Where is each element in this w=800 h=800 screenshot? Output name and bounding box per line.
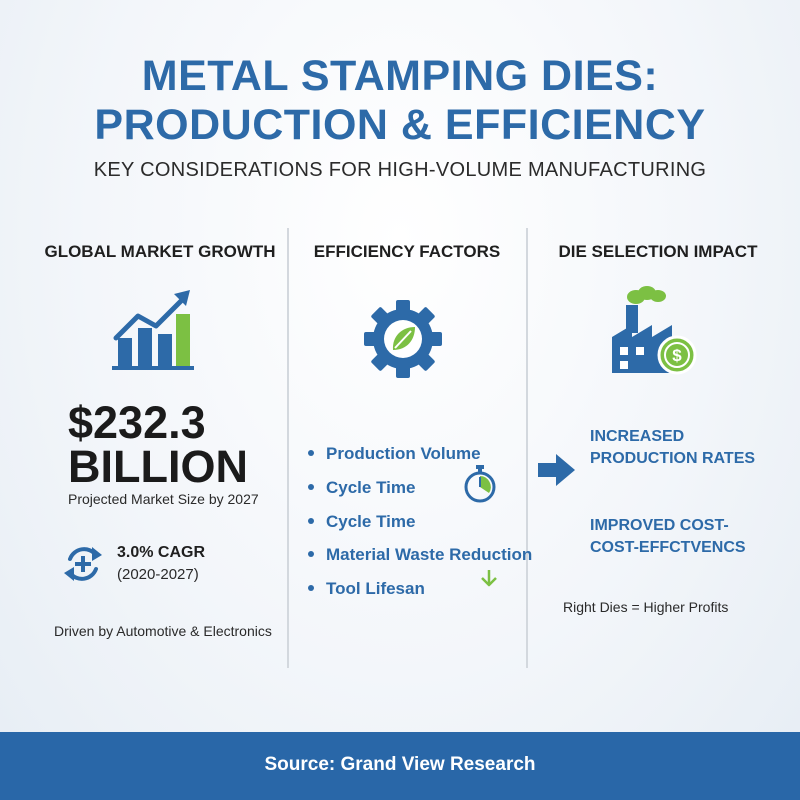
benefit-line: IMPROVED COST- — [590, 517, 729, 534]
benefit-line: INCREASED — [590, 428, 685, 445]
title-line-1: METAL STAMPING DIES: — [141, 52, 659, 100]
page-title: METAL STAMPING DIES: PRODUCTION & EFFICI… — [0, 52, 800, 150]
column-divider-right — [526, 228, 528, 668]
gear-leaf-icon — [364, 300, 442, 378]
factor-label: Production Volume — [326, 444, 481, 463]
bullet — [308, 483, 314, 490]
source-citation: Source: Grand View Research — [264, 754, 536, 775]
factor-item-1: Production Volume — [308, 444, 481, 464]
efficiency-heading: EFFICIENCY FACTORS — [313, 242, 501, 261]
factor-item-4: Material Waste Reduction — [308, 545, 532, 565]
factor-label: Cycle Time — [326, 512, 416, 531]
impact-heading: DIE SELECTION IMPACT — [558, 242, 758, 261]
right-arrow-icon — [538, 454, 575, 486]
bullet — [308, 550, 314, 557]
column-divider-left — [287, 228, 289, 668]
cagr-period: (2020-2027) — [117, 566, 199, 583]
factor-item-5: Tool Lifesan — [308, 579, 425, 599]
benefit-line: COST-EFFCTVENCS — [590, 539, 746, 556]
benefit-production-rates: INCREASED PRODUCTION RATES — [590, 426, 755, 470]
market-driver: Driven by Automotive & Electronics — [54, 623, 272, 639]
factor-label: Cycle Time — [326, 478, 416, 497]
impact-tagline: Right Dies = Higher Profits — [563, 599, 729, 615]
factor-item-3: Cycle Time — [308, 512, 415, 532]
factor-label: Tool Lifesan — [326, 579, 425, 598]
factor-label: Material Waste Reduction — [326, 545, 533, 564]
bullet — [308, 584, 314, 591]
page-subtitle: KEY CONSIDERATIONS FOR HIGH-VOLUME MANUF… — [93, 159, 707, 181]
stopwatch-icon — [464, 465, 496, 503]
svg-text:$: $ — [672, 346, 682, 365]
benefit-cost-effectiveness: IMPROVED COST- COST-EFFCTVENCS — [590, 515, 746, 559]
market-value-line-1: $232.3 — [68, 397, 206, 448]
factor-item-2: Cycle Time — [308, 478, 415, 498]
bullet — [308, 517, 314, 524]
growth-chart-icon — [112, 290, 194, 370]
market-value-caption: Projected Market Size by 2027 — [68, 491, 259, 507]
cagr-value: 3.0% CAGR — [117, 544, 206, 561]
bullet — [308, 449, 314, 456]
benefit-line: PRODUCTION RATES — [590, 450, 756, 467]
market-heading: GLOBAL MARKET GROWTH — [44, 242, 276, 261]
factory-dollar-icon: $ — [612, 286, 697, 375]
market-value-line-2: BILLION — [68, 441, 248, 492]
down-arrow-icon — [481, 570, 497, 587]
cycle-plus-icon — [64, 547, 102, 581]
title-line-2: PRODUCTION & EFFICIENCY — [94, 101, 706, 149]
footer-bar: Source: Grand View Research — [0, 732, 800, 800]
